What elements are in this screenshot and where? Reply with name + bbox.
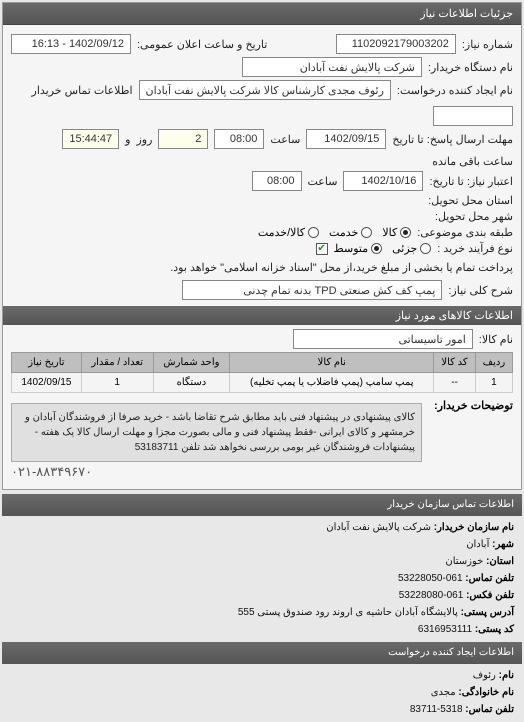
- answer-hour-field: 08:00: [214, 129, 264, 149]
- buyer-desc-label: توضیحات خریدار:: [428, 399, 513, 412]
- org-name-value: شرکت پالایش نفت آبادان: [326, 522, 431, 533]
- radio-dot-icon: [371, 243, 382, 254]
- org-name-label: نام سازمان خریدار:: [434, 522, 514, 533]
- creator-lname-label: نام خانوادگی:: [458, 687, 514, 698]
- creator-phone-label: تلفن تماس:: [465, 704, 514, 715]
- buy-process-label: نوع فرآیند خرید :: [437, 242, 513, 255]
- validity-label: اعتبار نیاز: تا تاریخ:: [429, 175, 513, 188]
- creator-fname-label: نام:: [499, 670, 514, 681]
- org-postal-value: 6316953111: [418, 624, 472, 635]
- creator-fname-value: رئوف: [473, 670, 496, 681]
- col-qty: تعداد / مقدار: [81, 353, 153, 373]
- announce-label: تاریخ و ساعت اعلان عمومی:: [137, 38, 267, 51]
- buyer-device-label: نام دستگاه خریدار:: [428, 61, 513, 74]
- req-no-field: 1102092179003202: [336, 34, 456, 54]
- cell-name: پمپ سامپ (پمپ فاضلاب یا پمپ تخلیه): [230, 373, 434, 393]
- org-fax-label: تلفن فکس:: [466, 590, 514, 601]
- cell-unit: دستگاه: [153, 373, 230, 393]
- remaining-label: ساعت باقی مانده: [432, 155, 513, 168]
- buyer-contact-label: اطلاعات تماس خریدار: [32, 84, 133, 97]
- col-row: ردیف: [475, 353, 512, 373]
- org-province-label: استان:: [486, 556, 514, 567]
- creator-title: اطلاعات ایجاد کننده درخواست: [2, 642, 522, 664]
- goods-table: ردیف کد کالا نام کالا واحد شمارش تعداد /…: [11, 352, 513, 393]
- org-addr-value: پالایشگاه آبادان حاشیه ی اروند رود صندوق…: [238, 607, 458, 618]
- goods-name-field: امور تاسیساتی: [293, 329, 473, 349]
- col-unit: واحد شمارش: [153, 353, 230, 373]
- cell-idx: 1: [475, 373, 512, 393]
- creator-phone-value: 5318-83711: [410, 704, 463, 715]
- table-row: 1 -- پمپ سامپ (پمپ فاضلاب یا پمپ تخلیه) …: [12, 373, 513, 393]
- creator-lname-value: مجدی: [431, 687, 456, 698]
- org-addr-label: آدرس پستی:: [461, 607, 514, 618]
- answer-deadline-label: مهلت ارسال پاسخ: تا تاریخ: [392, 133, 513, 146]
- city-label: شهر محل تحویل:: [435, 210, 513, 223]
- org-postal-label: کد پستی:: [475, 624, 514, 635]
- org-contact-block: اطلاعات تماس سازمان خریدار نام سازمان خر…: [2, 494, 522, 638]
- buyer-device-field: شرکت پالایش نفت آبادان: [242, 57, 422, 77]
- goods-info-title: اطلاعات کالاهای مورد نیاز: [3, 306, 521, 325]
- org-contact-title: اطلاعات تماس سازمان خریدار: [2, 494, 522, 516]
- hour-label-1: ساعت: [270, 133, 300, 146]
- org-city-label: شهر:: [492, 539, 514, 550]
- requester-field: رئوف مجدی کارشناس کالا شرکت پالایش نفت آ…: [139, 80, 391, 100]
- validity-hour-field: 08:00: [252, 171, 302, 191]
- time-left-field: 15:44:47: [62, 129, 119, 149]
- org-phone-label: تلفن تماس:: [465, 573, 514, 584]
- radio-dot-icon: [308, 227, 319, 238]
- announce-field: 1402/09/12 - 16:13: [11, 34, 131, 54]
- cell-code: --: [434, 373, 476, 393]
- details-panel: جزئیات اطلاعات نیاز شماره نیاز: 11020921…: [2, 2, 522, 490]
- packaging-radios: کالا خدمت کالا/خدمت: [258, 226, 411, 239]
- province-label: استان محل تحویل:: [428, 194, 513, 207]
- radio-dot-icon: [361, 227, 372, 238]
- need-summary-label: شرح کلی نیاز:: [448, 284, 513, 297]
- days-left-field: 2: [158, 129, 208, 149]
- treasury-checkbox[interactable]: ✔: [316, 243, 328, 255]
- radio-dot-icon: [400, 227, 411, 238]
- radio-goods[interactable]: کالا: [382, 226, 411, 239]
- radio-service[interactable]: خدمت: [329, 226, 372, 239]
- hour-label-2: ساعت: [308, 175, 338, 188]
- creator-block: اطلاعات ایجاد کننده درخواست نام: رئوف نا…: [2, 642, 522, 718]
- cell-qty: 1: [81, 373, 153, 393]
- need-summary-field: پمپ کف کش صنعتی TPD بدنه تمام چدنی: [182, 280, 442, 300]
- process-note: پرداخت تمام یا بخشی از مبلغ خرید،از محل …: [170, 261, 513, 274]
- radio-low[interactable]: جزئی: [392, 242, 431, 255]
- org-city-value: آبادان: [466, 539, 489, 550]
- requester-label: نام ایجاد کننده درخواست:: [397, 84, 513, 97]
- process-radios: جزئی متوسط: [334, 242, 432, 255]
- packaging-label: طبقه بندی موضوعی:: [417, 226, 513, 239]
- org-fax-value: 061-53228080: [399, 590, 464, 601]
- buyer-contact-field: [433, 106, 513, 126]
- buyer-desc-text: کالای پیشنهادی در پیشنهاد فنی باید مطابق…: [11, 403, 422, 462]
- col-code: کد کالا: [434, 353, 476, 373]
- req-no-label: شماره نیاز:: [462, 38, 513, 51]
- col-name: نام کالا: [230, 353, 434, 373]
- answer-date-field: 1402/09/15: [306, 129, 386, 149]
- day-label: روز: [136, 133, 152, 146]
- radio-dot-icon: [420, 243, 431, 254]
- table-header-row: ردیف کد کالا نام کالا واحد شمارش تعداد /…: [12, 353, 513, 373]
- buyer-desc-phone: ۰۲۱-۸۸۳۴۹۶۷۰: [11, 464, 422, 480]
- org-province-value: خوزستان: [445, 556, 483, 567]
- and-label: و: [125, 133, 130, 146]
- panel-title: جزئیات اطلاعات نیاز: [3, 3, 521, 25]
- validity-date-field: 1402/10/16: [343, 171, 423, 191]
- col-date: تاریخ نیاز: [12, 353, 82, 373]
- cell-date: 1402/09/15: [12, 373, 82, 393]
- org-phone-value: 061-53228050: [398, 573, 463, 584]
- radio-mid[interactable]: متوسط: [334, 242, 383, 255]
- radio-goods-service[interactable]: کالا/خدمت: [258, 226, 319, 239]
- goods-name-label: نام کالا:: [479, 333, 513, 346]
